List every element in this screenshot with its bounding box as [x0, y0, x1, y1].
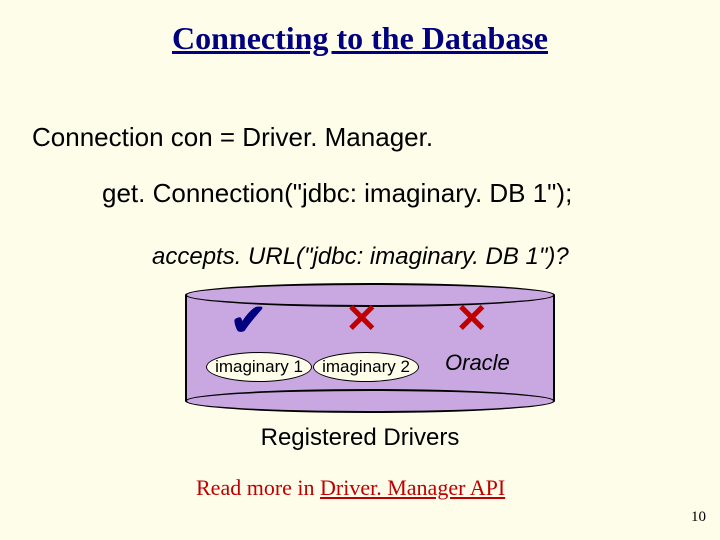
registered-drivers-caption: Registered Drivers — [0, 424, 720, 452]
check-icon: ✔ — [230, 295, 267, 346]
cross-icon: ✕ — [345, 296, 379, 342]
code-line-1: Connection con = Driver. Manager. — [32, 122, 433, 153]
cylinder-bottom — [185, 389, 555, 413]
page-number: 10 — [691, 509, 706, 526]
slide-title: Connecting to the Database — [0, 20, 720, 57]
readmore-link[interactable]: Driver. Manager API — [320, 475, 505, 500]
readmore-prefix: Read more in — [196, 475, 320, 500]
driver-oval-imaginary1: imaginary 1 — [206, 352, 312, 382]
driver-label-oracle: Oracle — [445, 350, 510, 376]
slide: Connecting to the Database Connection co… — [0, 0, 720, 540]
read-more-text: Read more in Driver. Manager API — [196, 475, 505, 501]
cross-icon: ✕ — [455, 296, 489, 342]
driver-label: imaginary 1 — [215, 357, 303, 377]
accepts-question: accepts. URL("jdbc: imaginary. DB 1")? — [152, 243, 569, 271]
code-line-2: get. Connection("jdbc: imaginary. DB 1")… — [102, 178, 572, 209]
driver-oval-imaginary2: imaginary 2 — [313, 352, 419, 382]
driver-label: imaginary 2 — [322, 357, 410, 377]
